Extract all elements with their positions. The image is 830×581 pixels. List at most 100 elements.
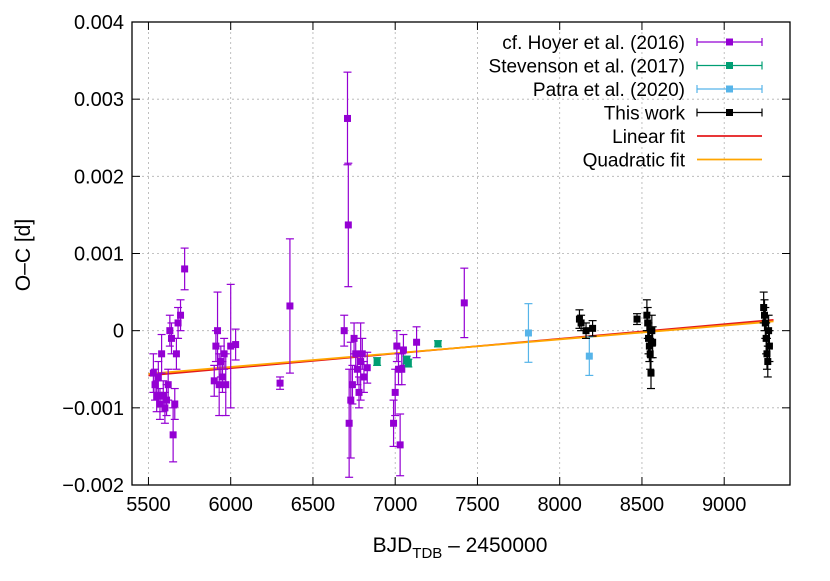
data-point [399,346,407,354]
data-point [347,396,355,404]
data-point [153,392,161,400]
data-point [363,364,371,372]
data-point [589,324,597,332]
y-tick-label: −0.001 [62,398,124,420]
data-point [391,388,399,396]
data-point [460,299,468,307]
data-point [643,311,651,319]
legend-label: Quadratic fit [583,151,686,172]
y-tick-label: 0.003 [74,89,124,111]
x-tick-label: 5500 [126,494,171,516]
data-point [218,373,226,381]
data-point [344,221,352,229]
legend-marker [726,109,733,116]
y-axis-label: O–C [d] [12,219,35,291]
x-tick-label: 7500 [455,494,500,516]
data-point [156,400,164,408]
data-point [413,338,421,346]
x-axis-label: BJDTDB – 2450000 [373,534,548,562]
data-point [169,431,177,439]
legend-marker [726,85,733,93]
data-point [167,334,175,342]
data-point [396,441,404,449]
series-group [524,303,594,377]
data-point [524,329,532,337]
data-point [647,369,655,377]
legend-label: Linear fit [612,127,686,148]
data-point [360,373,368,381]
data-point [648,327,656,335]
data-point [174,319,182,327]
data-point [222,381,230,389]
legend-label: Stevenson et al. (2017) [489,57,685,78]
y-tick-label: 0.004 [74,12,124,34]
data-point [177,311,185,319]
data-point [276,379,284,387]
data-point [633,315,641,323]
data-point [212,342,220,350]
y-tick-label: −0.002 [62,475,124,497]
data-point [232,341,240,349]
data-point [646,350,654,358]
data-point [340,327,348,335]
x-axis-label-suffix: – 2450000 [442,534,547,557]
data-point [172,350,180,358]
x-axis-label-main: BJD [373,534,413,557]
x-tick-label: 6000 [208,494,253,516]
data-point [649,338,657,346]
data-point [585,352,593,360]
data-point [210,377,218,385]
x-tick-label: 8000 [537,494,582,516]
series-group [575,291,774,390]
data-point [343,114,351,122]
data-point [215,381,223,389]
data-point [158,350,166,358]
data-point [164,381,172,389]
x-tick-label: 7000 [373,494,418,516]
axis-ticks: 5500 6000 6500 7000 7500 8000 8500 9000 −0.002 −0… [62,12,790,516]
data-point [353,365,361,373]
data-point [151,381,159,389]
legend-marker [726,62,733,69]
y-tick-label: 0 [113,321,124,343]
series-group [373,340,442,368]
x-tick-label: 8500 [620,494,665,516]
data-point [159,392,167,400]
data-point [355,388,363,396]
legend-marker [726,38,733,46]
data-point [577,319,585,327]
data-point [765,342,773,350]
data-point [582,327,590,335]
data-point [345,419,353,427]
x-tick-label: 9000 [702,494,747,516]
data-point [763,350,771,358]
legend: cf. Hoyer et al. (2016) Stevenson et al. … [489,33,763,172]
data-point [358,350,366,358]
legend-label: cf. Hoyer et al. (2016) [502,33,685,54]
data-point [214,327,222,335]
data-point [390,419,398,427]
data-point [393,342,401,350]
data-point [227,342,235,350]
data-point [181,265,189,273]
x-tick-label: 6500 [291,494,336,516]
data-point [575,315,583,323]
y-tick-label: 0.001 [74,244,124,266]
data-point [171,400,179,408]
data-point [286,302,294,310]
data-point [149,369,157,377]
data-point [398,365,406,373]
x-axis-label-subscript: TDB [412,545,442,562]
data-point [761,311,769,319]
fit-lines [148,318,774,377]
data-point [373,358,381,366]
data-point [348,381,356,389]
legend-label: This work [604,104,686,125]
y-tick-label: 0.002 [74,166,124,188]
data-point [166,327,174,335]
data-point [404,359,412,367]
data-point [161,404,169,412]
data-point [154,373,162,381]
